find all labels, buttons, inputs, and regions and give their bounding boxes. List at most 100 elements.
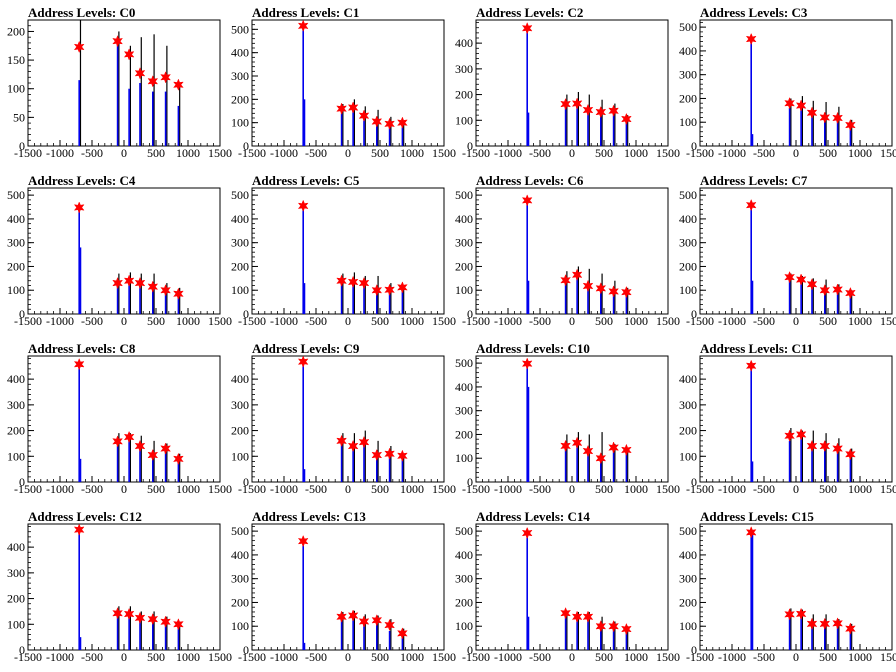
peak-marker <box>806 439 818 453</box>
y-tick-label: 500 <box>679 20 697 34</box>
y-tick-label: 500 <box>455 188 473 202</box>
peak-marker <box>621 285 632 299</box>
y-tick-label: 0 <box>19 139 25 153</box>
peak-marker <box>806 278 818 291</box>
peak-marker <box>173 618 184 631</box>
y-tick-label: 500 <box>455 524 473 538</box>
y-tick-label: 300 <box>679 68 697 82</box>
peak-marker <box>832 283 843 296</box>
x-tick-label: 500 <box>819 650 837 664</box>
peak-marker <box>397 627 408 640</box>
x-tick-label: -500 <box>305 146 327 160</box>
x-tick-label: -500 <box>305 314 327 328</box>
plot-title: Address Levels: C8 <box>28 341 136 356</box>
peak-marker <box>397 116 408 129</box>
y-tick-label: 300 <box>679 572 697 586</box>
peak-marker <box>112 35 123 48</box>
peak-marker <box>521 22 533 35</box>
peak-marker <box>297 19 309 32</box>
peak-marker <box>134 611 146 625</box>
y-tick-label: 200 <box>455 259 473 273</box>
y-tick-label: 400 <box>679 212 697 226</box>
y-tick-label: 500 <box>7 188 25 202</box>
peak-marker <box>608 285 619 298</box>
x-tick-label: 1500 <box>656 650 680 664</box>
y-tick-label: 150 <box>7 53 25 67</box>
y-tick-label: 300 <box>7 566 25 580</box>
peak-marker <box>347 101 359 114</box>
y-tick-label: 500 <box>231 524 249 538</box>
x-tick-label: -1000 <box>270 314 298 328</box>
x-tick-label: 0 <box>793 650 799 664</box>
y-tick-label: 200 <box>231 424 249 438</box>
plot-panel-10: Address Levels: C10 0 100 200 300 400 500 -1500… <box>455 341 680 496</box>
y-tick-label: 400 <box>455 36 473 50</box>
peak-marker <box>621 112 632 126</box>
x-tick-label: -500 <box>753 650 775 664</box>
x-tick-label: 0 <box>793 314 799 328</box>
peak-marker <box>582 279 594 293</box>
x-tick-label: 1500 <box>656 314 680 328</box>
x-tick-label: 500 <box>595 482 613 496</box>
x-tick-label: -1500 <box>686 314 714 328</box>
y-tick-label: 300 <box>455 404 473 418</box>
x-tick-label: -500 <box>753 482 775 496</box>
x-tick-label: -500 <box>81 314 103 328</box>
y-tick-label: 200 <box>7 424 25 438</box>
y-tick-label: 500 <box>231 188 249 202</box>
x-tick-label: 1000 <box>848 314 872 328</box>
peak-marker <box>819 284 831 297</box>
y-tick-label: 100 <box>7 82 25 96</box>
peak-marker <box>160 615 171 628</box>
plot-panel-3: Address Levels: C30100200300400500-1500-… <box>679 5 896 160</box>
peak-marker <box>123 274 135 287</box>
y-tick-label: 0 <box>243 475 249 489</box>
y-tick-label: 300 <box>679 398 697 412</box>
y-tick-label: 100 <box>679 283 697 297</box>
x-tick-label: -500 <box>81 650 103 664</box>
y-tick-label: 400 <box>231 46 249 60</box>
x-tick-label: -1000 <box>270 146 298 160</box>
plot-title: Address Levels: C10 <box>476 341 590 356</box>
x-tick-label: 1500 <box>208 650 232 664</box>
y-tick-label: 100 <box>455 451 473 465</box>
x-tick-label: 500 <box>371 650 389 664</box>
plot-title: Address Levels: C0 <box>28 5 135 20</box>
peak-marker <box>560 607 571 620</box>
y-tick-label: 200 <box>231 259 249 273</box>
y-tick-label: 200 <box>679 424 697 438</box>
plot-title: Address Levels: C4 <box>28 173 136 188</box>
plot-frame <box>475 355 669 483</box>
plot-title: Address Levels: C11 <box>700 341 813 356</box>
x-tick-label: 0 <box>345 482 351 496</box>
y-tick-label: 0 <box>19 643 25 657</box>
peak-marker <box>347 275 359 289</box>
x-tick-label: 1500 <box>208 314 232 328</box>
x-tick-label: 500 <box>595 146 613 160</box>
x-tick-label: 500 <box>819 314 837 328</box>
plot-panel-2: Address Levels: C2 0 100 200 300 400 -1500 -100… <box>455 5 680 160</box>
x-tick-label: 0 <box>569 482 575 496</box>
plot-title: Address Levels: C2 <box>476 5 583 20</box>
peak-marker <box>819 617 831 630</box>
peak-marker <box>571 436 583 449</box>
y-tick-label: 0 <box>691 475 697 489</box>
y-tick-label: 400 <box>679 372 697 386</box>
y-tick-label: 300 <box>231 572 249 586</box>
peak-marker <box>608 441 619 454</box>
y-tick-label: 0 <box>691 139 697 153</box>
plot-frame <box>251 187 445 315</box>
y-tick-label: 500 <box>679 188 697 202</box>
peak-marker <box>160 284 171 297</box>
y-tick-label: 100 <box>455 113 473 127</box>
x-tick-label: -1500 <box>686 482 714 496</box>
plot-panel-11: Address Levels: C11 0 100 200 300 400 -1500 -10… <box>679 341 896 496</box>
peak-marker <box>571 268 583 281</box>
x-tick-label: -1000 <box>46 482 74 496</box>
x-tick-label: -1500 <box>238 314 266 328</box>
y-tick-label: 0 <box>467 475 473 489</box>
x-tick-label: -1500 <box>462 314 490 328</box>
x-tick-label: -1500 <box>14 650 42 664</box>
y-tick-label: 0 <box>19 307 25 321</box>
peak-marker <box>347 439 359 453</box>
